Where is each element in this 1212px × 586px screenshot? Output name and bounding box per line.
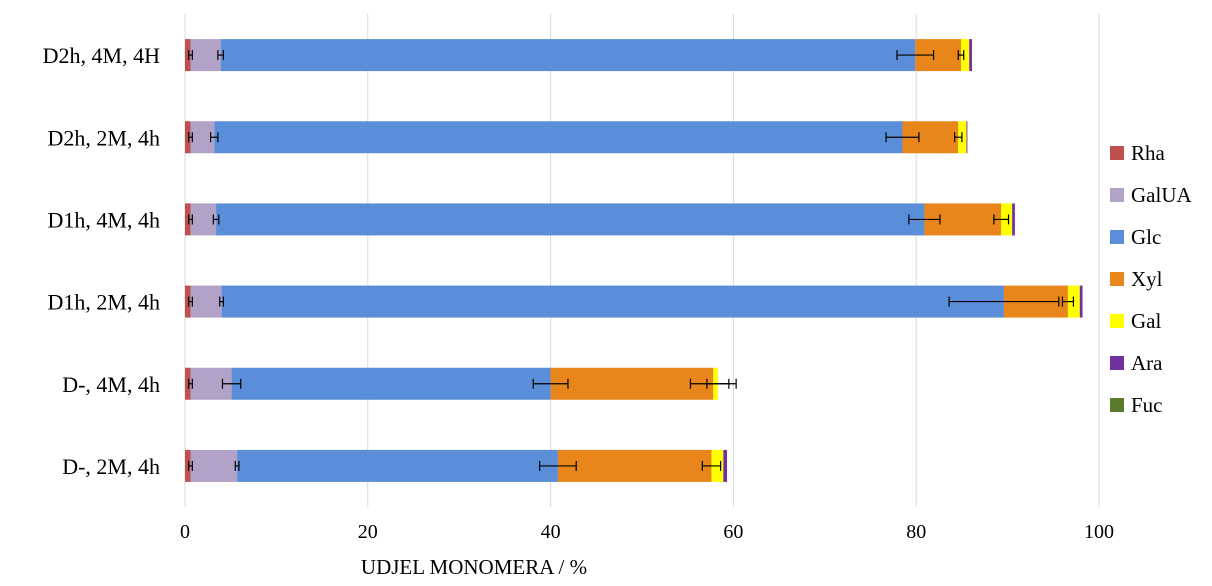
category-label: D2h, 2M, 4h [48, 125, 160, 150]
bar-rha-d-4m-4h [185, 367, 191, 400]
legend-item-galua: GalUA [1110, 183, 1192, 207]
error-bar-rha-d-4m-4h [188, 378, 193, 389]
error-bar-galua-d2h-4m-4h [217, 50, 224, 61]
error-bar-galua-d-2m-4h [234, 460, 240, 471]
legend-swatch [1110, 230, 1124, 244]
error-bar-glc-d1h-4m-4h [908, 214, 941, 225]
legend-item-glc: Glc [1110, 225, 1161, 249]
error-bar-rha-d1h-4m-4h [188, 214, 193, 225]
legend-label: Glc [1131, 225, 1161, 249]
legend-item-xyl: Xyl [1110, 267, 1163, 291]
bar-galua-d1h-2m-4h [190, 285, 222, 318]
bar-galua-d-2m-4h [190, 449, 238, 482]
category-label: D-, 4M, 4h [62, 372, 160, 397]
legend-item-rha: Rha [1110, 141, 1166, 165]
x-tick-labels: 0 20 40 60 80 100 [180, 521, 1114, 543]
bar-galua-d2h-2m-4h [190, 121, 215, 154]
error-bar-xyl-d-2m-4h [701, 460, 722, 471]
error-bar-glc-d-4m-4h [532, 378, 569, 389]
error-bar-glc-d1h-2m-4h [948, 296, 1060, 307]
error-bar-rha-d-2m-4h [188, 460, 193, 471]
category-labels: D2h, 4M, 4H D2h, 2M, 4h D1h, 4M, 4h D1h, 2M… [43, 43, 160, 479]
bar-glc-d-4m-4h [231, 367, 551, 400]
x-tick-label: 80 [906, 521, 926, 543]
bar-glc-d2h-4m-4h [220, 39, 916, 72]
error-bar-rha-d1h-2m-4h [188, 296, 193, 307]
legend-label: Rha [1131, 141, 1166, 165]
error-bar-glc-d2h-4m-4h [896, 50, 935, 61]
bar-ara-d1h-2m-4h [1079, 285, 1083, 318]
category-label: D-, 2M, 4h [62, 454, 160, 479]
error-bar-rha-d2h-2m-4h [188, 132, 193, 143]
error-bar-gal-d-4m-4h [706, 378, 730, 389]
bar-rha-d1h-4m-4h [185, 203, 191, 236]
legend-swatch [1110, 146, 1124, 160]
bar-glc-d2h-2m-4h [214, 121, 903, 154]
bar-glc-d1h-4m-4h [216, 203, 925, 236]
bars [185, 39, 1083, 482]
error-bar-xyl-d1h-4m-4h [993, 214, 1010, 225]
x-tick-label: 60 [723, 521, 743, 543]
legend-label: Ara [1131, 351, 1163, 375]
bar-ara-d-2m-4h [723, 449, 728, 482]
bar-xyl-d-2m-4h [557, 449, 712, 482]
x-tick-label: 20 [358, 521, 378, 543]
legend-item-fuc: Fuc [1110, 393, 1163, 417]
legend: Rha GalUA Glc Xyl Gal Ara Fuc [1110, 141, 1192, 417]
error-bar-galua-d1h-4m-4h [212, 214, 220, 225]
error-bar-galua-d2h-2m-4h [209, 132, 219, 143]
error-bar-glc-d-2m-4h [539, 460, 577, 471]
legend-label: GalUA [1131, 183, 1192, 207]
bar-ara-d2h-2m-4h [966, 121, 968, 154]
bar-galua-d2h-4m-4h [190, 39, 221, 72]
error-bar-rha-d2h-4m-4h [188, 50, 193, 61]
legend-swatch [1110, 314, 1124, 328]
bar-glc-d1h-2m-4h [221, 285, 1004, 318]
error-bars [188, 50, 1075, 471]
bar-xyl-d-4m-4h [550, 367, 714, 400]
error-bar-xyl-d2h-2m-4h [953, 132, 963, 143]
legend-swatch [1110, 356, 1124, 370]
legend-label: Fuc [1131, 393, 1163, 417]
bar-rha-d2h-4m-4h [185, 39, 191, 72]
bar-gal-d2h-4m-4h [960, 39, 970, 72]
error-bar-xyl-d1h-2m-4h [1061, 296, 1075, 307]
bar-rha-d1h-2m-4h [185, 285, 191, 318]
category-label: D1h, 2M, 4h [48, 290, 160, 315]
legend-item-ara: Ara [1110, 351, 1163, 375]
legend-label: Gal [1131, 309, 1161, 333]
x-axis-title: UDJEL MONOMERA / % [361, 555, 587, 579]
gridlines [184, 14, 1100, 507]
bar-glc-d-2m-4h [237, 449, 558, 482]
error-bar-galua-d-4m-4h [221, 378, 242, 389]
error-bar-xyl-d2h-4m-4h [957, 50, 965, 61]
legend-swatch [1110, 272, 1124, 286]
x-tick-label: 40 [541, 521, 561, 543]
bar-galua-d1h-4m-4h [190, 203, 217, 236]
legend-item-gal: Gal [1110, 309, 1161, 333]
category-label: D2h, 4M, 4H [43, 43, 160, 68]
x-tick-label: 0 [180, 521, 190, 543]
legend-label: Xyl [1131, 267, 1163, 291]
bar-rha-d2h-2m-4h [185, 121, 191, 154]
category-label: D1h, 4M, 4h [48, 207, 160, 232]
legend-swatch [1110, 188, 1124, 202]
x-tick-label: 100 [1084, 521, 1114, 543]
error-bar-galua-d1h-2m-4h [219, 296, 224, 307]
bar-ara-d2h-4m-4h [969, 39, 972, 72]
bar-rha-d-2m-4h [185, 449, 191, 482]
error-bar-glc-d2h-2m-4h [885, 132, 920, 143]
bar-ara-d1h-4m-4h [1012, 203, 1015, 236]
legend-swatch [1110, 398, 1124, 412]
